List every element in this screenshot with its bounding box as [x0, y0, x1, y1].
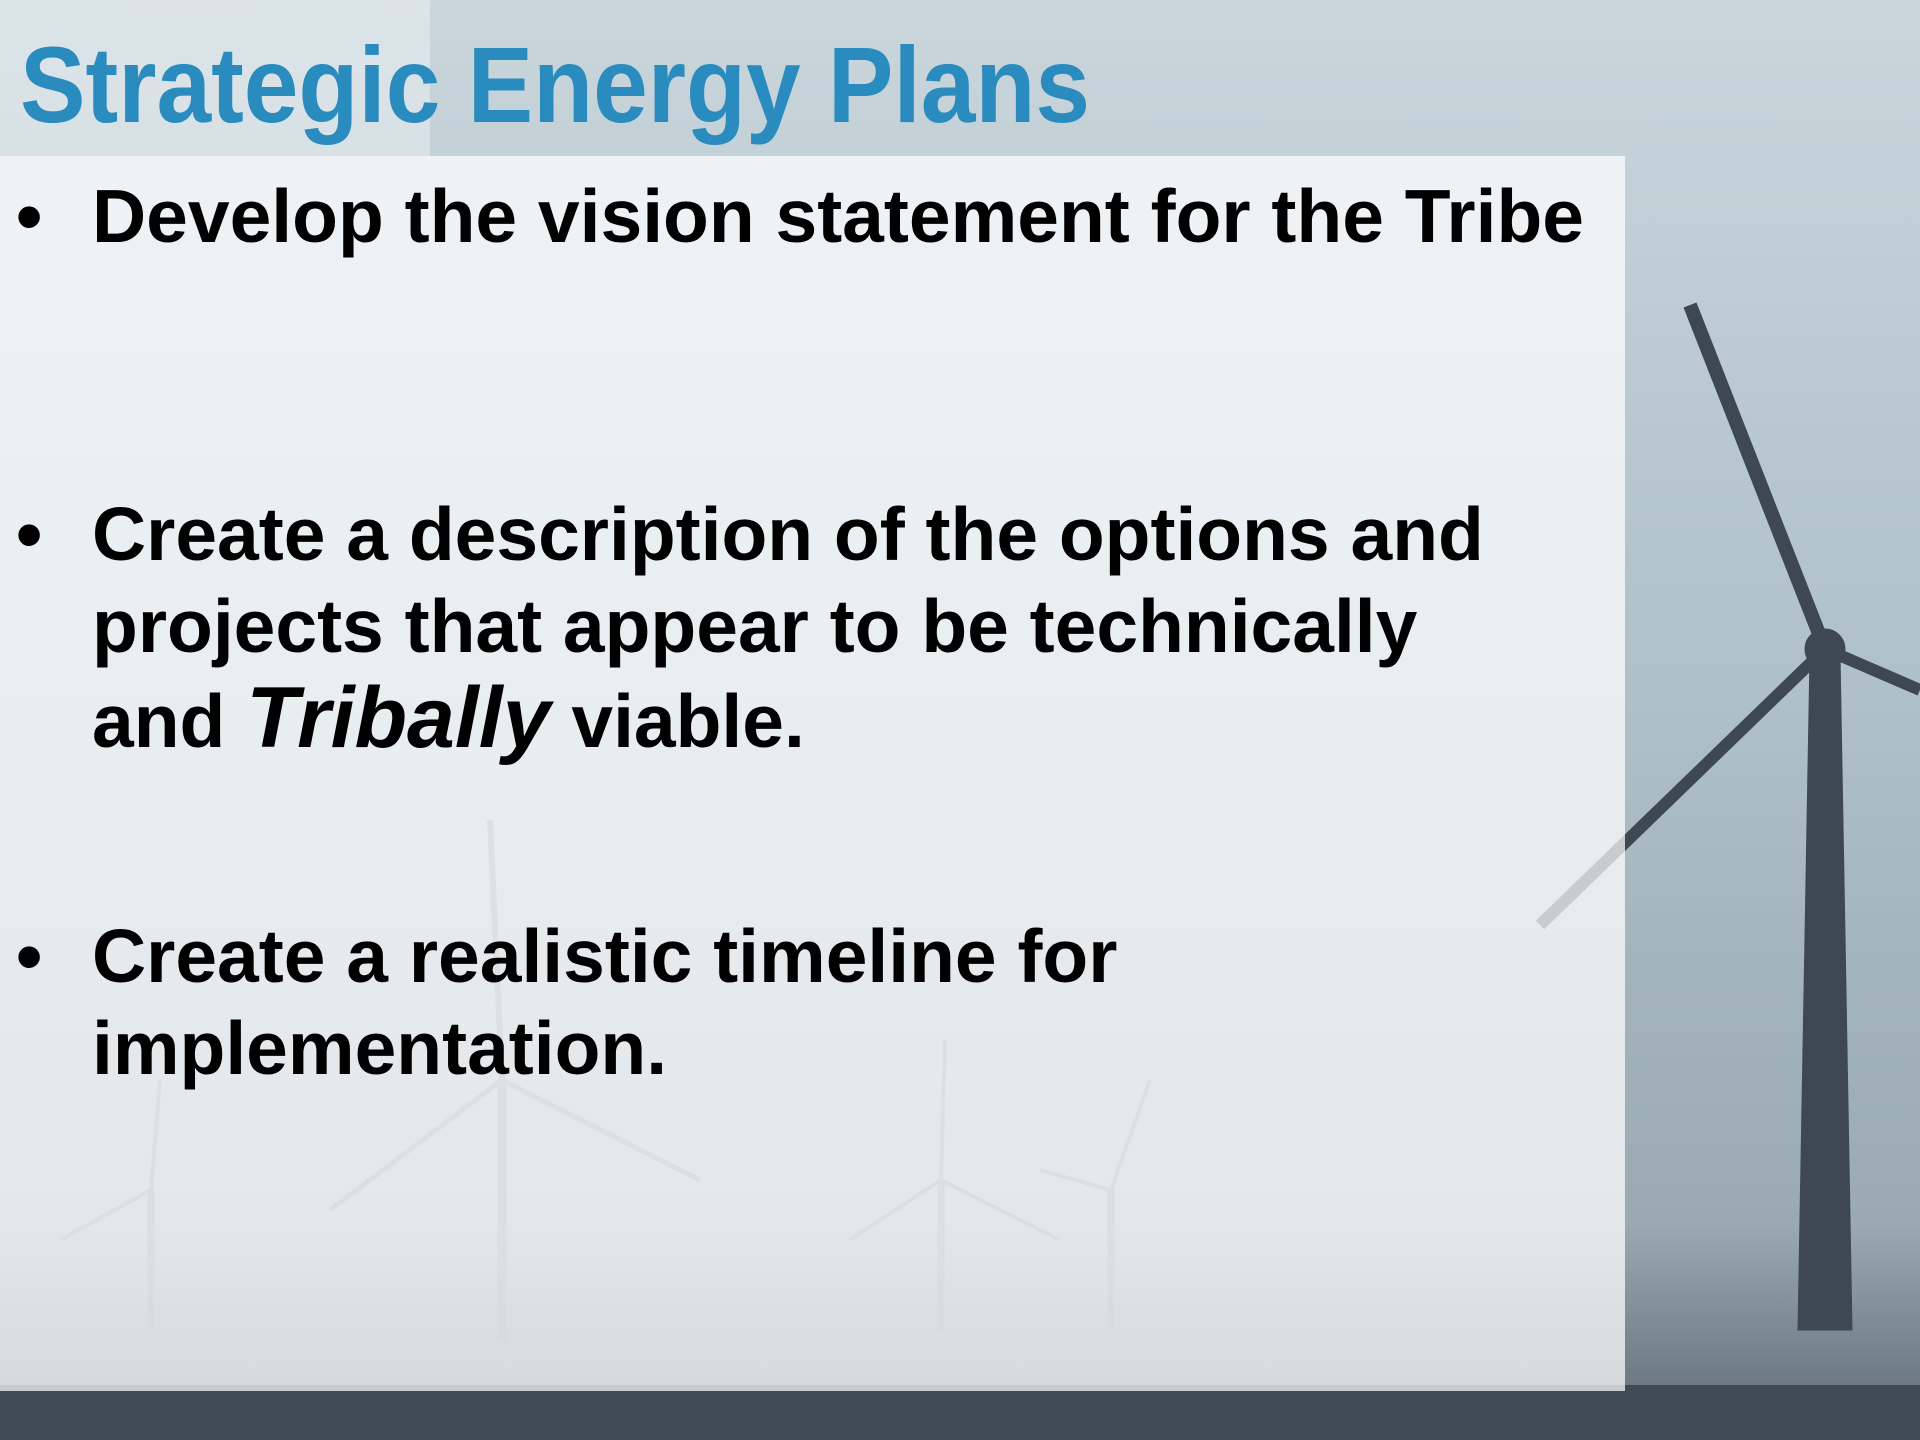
bullet-emphasis: Tribally — [246, 670, 550, 766]
slide: Strategic Energy Plans •Develop the visi… — [0, 0, 1920, 1440]
bullet: •Create a realistic timeline for impleme… — [92, 910, 1622, 1094]
bullet: •Develop the vision statement for the Tr… — [92, 170, 1622, 262]
slide-title: Strategic Energy Plans — [20, 24, 1090, 145]
bullet: •Create a description of the options and… — [92, 488, 1622, 767]
road — [0, 1385, 1920, 1440]
bullet-text: Create a realistic timeline for implemen… — [92, 914, 1117, 1090]
bullet-text: Develop the vision statement for the Tri… — [92, 174, 1584, 258]
text-panel — [0, 156, 1625, 1391]
bullet-text: viable. — [551, 679, 805, 763]
